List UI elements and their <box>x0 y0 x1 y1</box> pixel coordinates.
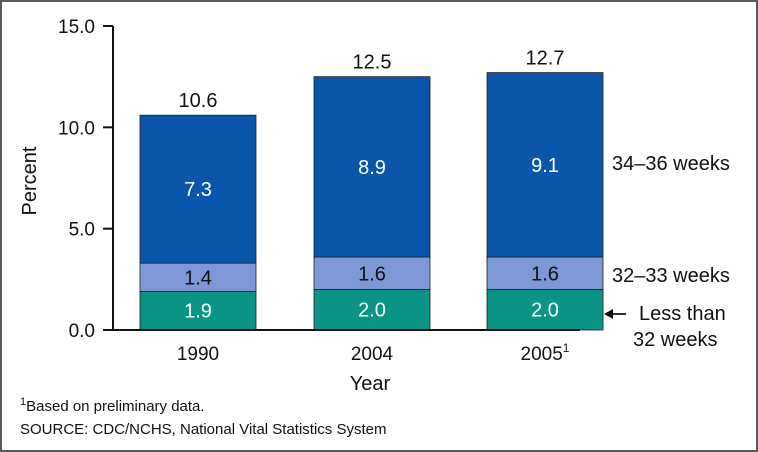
bar-segment <box>139 114 257 264</box>
bar-data-label: 9.1 <box>531 155 559 177</box>
footnote-text: Based on preliminary data. <box>26 398 205 415</box>
bar-total-label: 12.5 <box>353 52 392 74</box>
bar-total-label: 12.7 <box>526 48 565 70</box>
x-tick-label: 2004 <box>351 344 394 365</box>
y-axis-title: Percent <box>19 146 41 215</box>
legend-label-less-than-32-line1: Less than <box>639 303 726 325</box>
x-axis-title: Year <box>350 373 391 395</box>
bar-segment <box>313 256 431 290</box>
bar-segment <box>486 289 604 331</box>
bar-data-label: 2.0 <box>358 300 386 322</box>
y-tick-label: 0.0 <box>69 321 95 342</box>
legend-label-34-36: 34–36 weeks <box>612 153 730 175</box>
bar-segment <box>313 289 431 331</box>
bar-segment <box>486 256 604 290</box>
bar-data-label: 1.4 <box>184 267 212 289</box>
y-tick-label: 15.0 <box>58 17 95 38</box>
bar-segment <box>486 72 604 258</box>
x-tick-label: 20051 <box>521 341 570 365</box>
bar-data-label: 7.3 <box>184 179 212 201</box>
legend-label-less-than-32-line2: 32 weeks <box>633 329 718 351</box>
legend-label-32-33: 32–33 weeks <box>612 265 730 287</box>
source-note: SOURCE: CDC/NCHS, National Vital Statist… <box>20 421 387 438</box>
x-tick-label: 1990 <box>177 344 219 365</box>
bar-data-label: 8.9 <box>358 157 386 179</box>
bar-data-label: 2.0 <box>531 300 559 322</box>
y-tick-label: 10.0 <box>58 118 95 139</box>
legend-arrow-head <box>604 309 613 319</box>
footnote: 1Based on preliminary data. <box>20 396 205 415</box>
bar-data-label: 1.6 <box>531 263 559 285</box>
bar-segment <box>313 76 431 258</box>
footnote-marker: 1 <box>20 396 27 408</box>
bar-data-label: 1.6 <box>358 263 386 285</box>
bar-total-label: 10.6 <box>179 90 218 112</box>
bar-data-label: 1.9 <box>184 301 212 323</box>
y-tick-label: 5.0 <box>69 220 95 241</box>
